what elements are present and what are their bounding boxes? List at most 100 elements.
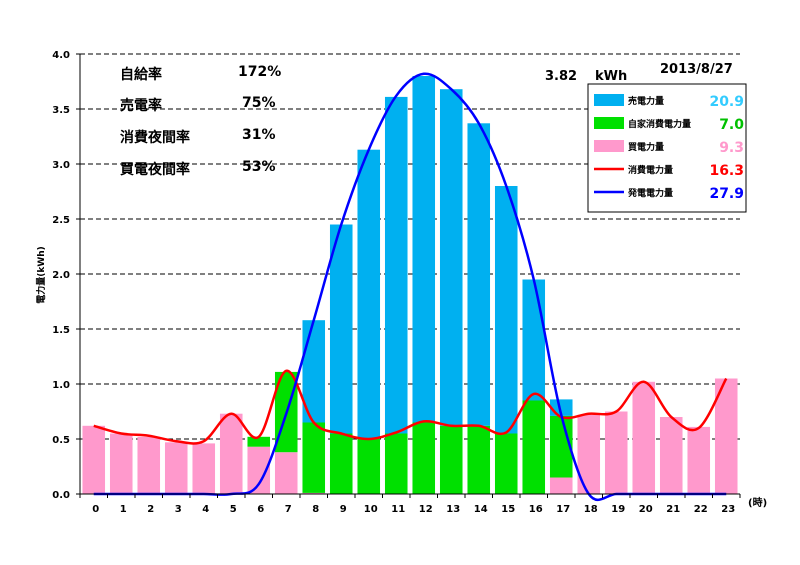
x-tick-label: 15 — [501, 504, 515, 515]
legend-label: 買電力量 — [628, 141, 664, 153]
bar-segment — [632, 381, 656, 494]
x-tick-label: 7 — [285, 504, 292, 515]
bar-segment — [412, 422, 436, 494]
bar-segment — [302, 492, 326, 494]
y-tick-label: 2.0 — [52, 270, 70, 281]
stat-value-night-consumption: 31% — [242, 127, 276, 143]
bar-segment — [137, 436, 161, 494]
bar-segment — [494, 186, 518, 434]
x-tick-label: 3 — [175, 504, 182, 515]
legend-swatch — [594, 117, 624, 129]
bar-segment — [439, 425, 463, 494]
bar-segment — [467, 123, 491, 426]
peak-value: 3.82 — [545, 69, 577, 84]
bar-segment — [302, 320, 326, 423]
x-tick-label: 16 — [529, 504, 543, 515]
legend-total: 9.3 — [719, 140, 744, 156]
bar-segment — [247, 446, 271, 494]
legend-total: 16.3 — [709, 163, 744, 179]
x-tick-label: 23 — [721, 504, 735, 515]
bar-segment — [329, 433, 353, 494]
x-tick-label: 13 — [446, 504, 460, 515]
x-tick-label: 20 — [639, 504, 653, 515]
bar-segment — [522, 279, 546, 401]
x-tick-label: 6 — [257, 504, 264, 515]
bar-segment — [522, 400, 546, 494]
x-tick-label: 14 — [474, 504, 488, 515]
bar-segment — [439, 89, 463, 426]
bar-segment — [357, 439, 381, 494]
bar-segment — [302, 422, 326, 493]
bar-segment — [384, 433, 408, 494]
y-axis-label: 電力量(kWh) — [35, 246, 47, 304]
stat-label-sell-rate: 売電率 — [120, 98, 162, 114]
x-tick-label: 0 — [92, 504, 99, 515]
bar-segment — [604, 411, 628, 494]
y-tick-label: 2.5 — [52, 215, 70, 226]
bar-segment — [549, 477, 573, 494]
bar-segment — [687, 426, 711, 494]
legend-label: 売電力量 — [628, 95, 664, 107]
y-tick-label: 3.5 — [52, 105, 70, 116]
bar-segment — [494, 433, 518, 494]
x-tick-label: 10 — [364, 504, 378, 515]
bar-segment — [714, 378, 738, 494]
bar-segment — [192, 443, 216, 494]
x-tick-label: 8 — [312, 504, 319, 515]
series-line — [93, 369, 728, 445]
gridlines — [80, 53, 740, 440]
stat-value-sell-rate: 75% — [242, 95, 276, 111]
peak-unit: kWh — [595, 69, 627, 84]
y-tick-label: 1.5 — [52, 325, 70, 336]
x-tick-label: 12 — [419, 504, 433, 515]
bar-segment — [577, 414, 601, 494]
x-tick-label: 22 — [694, 504, 708, 515]
legend-swatch — [594, 140, 624, 152]
legend-total: 27.9 — [709, 186, 744, 202]
bar-segment — [164, 442, 188, 494]
x-tick-label: 5 — [230, 504, 237, 515]
x-tick-label: 9 — [340, 504, 347, 515]
legend-label: 自家消費電力量 — [628, 118, 691, 130]
y-tick-label: 0.5 — [52, 435, 70, 446]
bar-segment — [357, 149, 381, 439]
legend: 売電力量 20.9 自家消費電力量 7.0 買電力量 9.3 消費電力量 16.3 発電電力量 2… — [587, 83, 747, 213]
chart-date: 2013/8/27 — [660, 62, 733, 77]
bars — [82, 76, 738, 494]
stat-value-night-purchase: 53% — [242, 159, 276, 175]
y-tick-label: 3.0 — [52, 160, 70, 171]
axes — [76, 53, 741, 498]
bar-segment — [274, 452, 298, 494]
x-tick-label: 18 — [584, 504, 598, 515]
x-tick-label: 2 — [147, 504, 154, 515]
x-tick-label: 1 — [120, 504, 127, 515]
y-tick-label: 0.0 — [52, 490, 70, 501]
bar-segment — [412, 76, 436, 423]
legend-total: 20.9 — [709, 94, 744, 110]
legend-swatch — [594, 94, 624, 106]
bar-segment — [329, 224, 353, 434]
x-axis-unit: (時) — [748, 496, 767, 509]
x-tick-label: 4 — [202, 504, 209, 515]
x-tick-label: 11 — [391, 504, 405, 515]
bar-segment — [247, 436, 271, 447]
stat-label-night-purchase: 買電夜間率 — [120, 162, 190, 178]
bar-segment — [659, 417, 683, 494]
legend-label: 発電電力量 — [627, 187, 673, 199]
bar-segment — [82, 425, 106, 494]
tick-labels: 0.00.51.01.52.02.53.03.54.00 1 2 3 4 5 6 7 8 9 10 1… — [52, 50, 735, 515]
bar-segment — [219, 413, 243, 494]
x-tick-label: 17 — [556, 504, 570, 515]
y-tick-label: 4.0 — [52, 50, 70, 61]
x-tick-label: 21 — [666, 504, 680, 515]
stat-label-self-sufficiency: 自給率 — [120, 67, 162, 83]
legend-total: 7.0 — [719, 117, 744, 133]
stat-label-night-consumption: 消費夜間率 — [120, 130, 190, 146]
bar-segment — [109, 433, 133, 494]
x-tick-label: 19 — [611, 504, 625, 515]
legend-label: 消費電力量 — [628, 164, 673, 176]
bar-segment — [467, 425, 491, 494]
y-tick-label: 1.0 — [52, 380, 70, 391]
stat-value-self-sufficiency: 172% — [238, 64, 282, 80]
